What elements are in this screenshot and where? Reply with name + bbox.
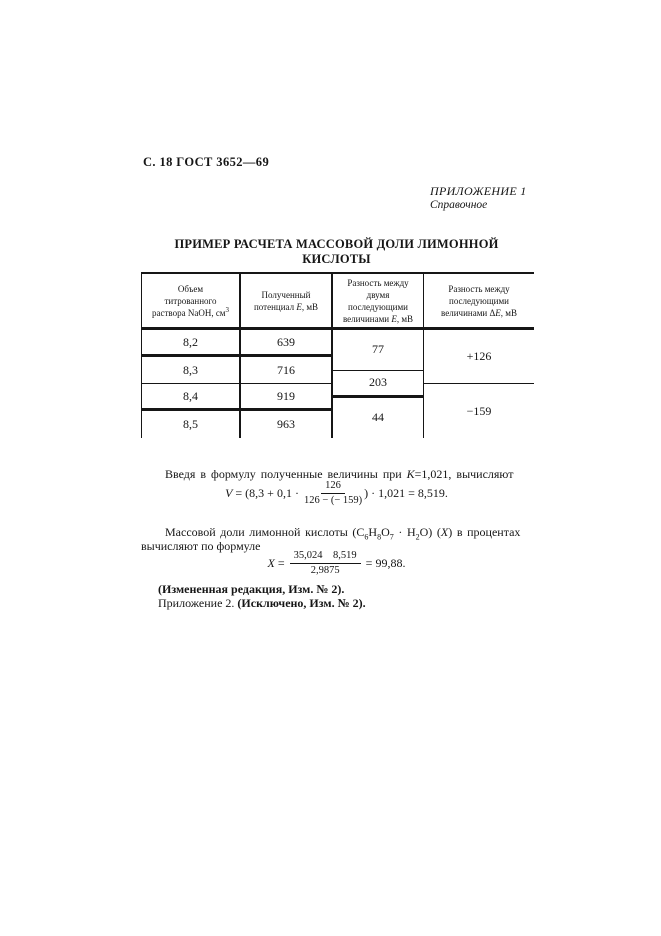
subscript: 7	[389, 532, 394, 542]
subscript: 6	[364, 532, 369, 542]
subscript: 8	[377, 532, 382, 542]
column-header-volume: Объем титрованного раствора NaOH, см3	[142, 274, 241, 330]
header-line: Разность между	[347, 277, 409, 288]
fraction: 35,024 8,519 2,9875	[289, 550, 361, 577]
table-cell-delta-diff: −159	[466, 403, 492, 418]
header-line: раствора NaOH, см3	[151, 305, 230, 318]
table-cell-volume: 8,5	[142, 411, 241, 438]
table-cell-e-diff: 44	[333, 397, 424, 438]
paragraph-line: Массовой доли лимонной кислоты (C6H8O7 ·…	[165, 525, 521, 542]
table-cell-potential: 963	[241, 411, 333, 438]
fraction-numerator: 35,024 8,519	[289, 550, 361, 564]
appendix-subtitle: Справочное	[430, 199, 488, 211]
fraction: 126 126 − (− 159)	[304, 480, 362, 507]
header-line: величинами E, мВ	[342, 313, 414, 324]
table-cell-e-diff: 77	[333, 330, 424, 371]
header-line: потенциал E, мВ	[253, 301, 319, 312]
fraction-denominator: 126 − (− 159)	[303, 494, 363, 506]
amendment-note: (Измененная редакция, Изм. № 2).	[158, 582, 345, 596]
appendix-block: ПРИЛОЖЕНИЕ 1 Справочное	[430, 184, 527, 212]
coefficient-k: К	[406, 467, 415, 481]
column-header-potential: Полученный потенциал E, мВ	[241, 274, 333, 330]
table-cell-volume: 8,3	[142, 357, 241, 384]
superscript: 3	[225, 305, 230, 314]
formula-x-lhs: X	[267, 555, 275, 570]
appendix2-note: Приложение 2. (Исключено, Изм. № 2).	[158, 595, 366, 610]
paragraph-intro: Введя в формулу полученные величины при …	[165, 467, 514, 481]
paragraph-line: вычисляют по формуле	[141, 538, 261, 553]
header-line: Разность между	[448, 283, 510, 294]
fraction-numerator: 126	[321, 480, 345, 494]
formula-v: V = (8,3 + 0,1 · 126 126 − (− 159)) · 1,0…	[225, 479, 448, 507]
header-line: Полученный	[261, 289, 311, 300]
paragraph-mass-fraction: Массовой доли лимонной кислоты (C6H8O7 ·…	[141, 525, 532, 553]
table-cell-potential: 639	[241, 330, 333, 357]
page-header: С. 18 ГОСТ 3652—69	[143, 155, 270, 169]
fraction-denominator: 2,9875	[310, 564, 340, 576]
header-line: последующими	[449, 295, 509, 306]
table-cell-potential: 716	[241, 357, 333, 384]
table-cell-volume: 8,4	[142, 384, 241, 411]
table-cell-e-diff: 203	[333, 370, 424, 398]
column-header-delta-e-difference: Разность между последующими величинами Δ…	[424, 274, 534, 330]
appendix-title: ПРИЛОЖЕНИЕ 1	[430, 184, 527, 198]
subscript: 2	[415, 532, 420, 542]
header-line: последующими	[348, 301, 408, 312]
header-line: титрованного	[164, 295, 217, 306]
formula-x: X = 35,024 8,519 2,9875 = 99,88.	[267, 549, 406, 577]
formula-v-lhs: V	[225, 485, 233, 500]
header-line: величинами ΔE, мВ	[441, 307, 517, 318]
table-cell-potential: 919	[241, 384, 333, 411]
table-cell-delta-diff: +126	[424, 330, 534, 384]
column-header-e-difference: Разность между двумя последующими величи…	[333, 274, 424, 330]
data-table: Объем титрованного раствора NaOH, см3 По…	[141, 272, 534, 438]
header-line: Объем	[177, 283, 204, 294]
header-line: двумя	[366, 289, 390, 300]
table-cell-volume: 8,2	[142, 330, 241, 357]
page-title: ПРИМЕР РАСЧЕТА МАССОВОЙ ДОЛИ ЛИМОННОЙ КИ…	[174, 237, 499, 266]
variable-x: X	[440, 525, 449, 539]
